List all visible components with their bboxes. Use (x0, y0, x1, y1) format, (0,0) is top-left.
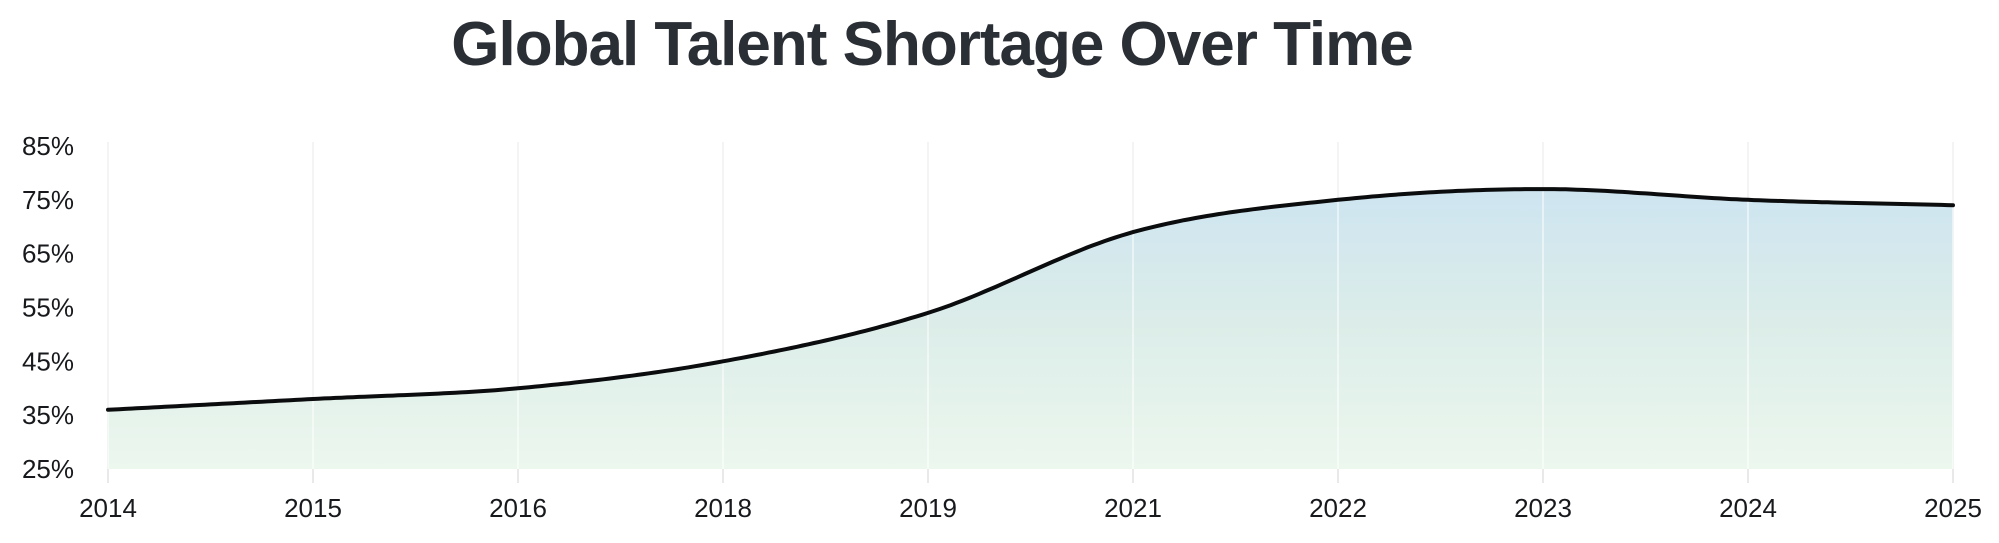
y-axis-label-75: 75% (22, 185, 74, 215)
x-axis-label-2022: 2022 (1309, 493, 1367, 523)
y-axis-label-65: 65% (22, 239, 74, 269)
x-axis-label-2021: 2021 (1104, 493, 1162, 523)
shortage-line (106, 187, 1955, 412)
x-axis-label-2015: 2015 (284, 493, 342, 523)
x-axis-label-2018: 2018 (694, 493, 752, 523)
y-axis-label-45: 45% (22, 346, 74, 376)
y-axis-label-25: 25% (22, 454, 74, 484)
x-axis-label-2016: 2016 (489, 493, 547, 523)
chart-title: Global Talent Shortage Over Time (451, 10, 1413, 79)
x-axis-label-2014: 2014 (79, 493, 137, 523)
x-axis-label-2024: 2024 (1719, 493, 1777, 523)
x-axis-label-2019: 2019 (899, 493, 957, 523)
y-axis-label-55: 55% (22, 293, 74, 323)
x-axis-label-2025: 2025 (1924, 493, 1982, 523)
x-axis-label-2023: 2023 (1514, 493, 1572, 523)
y-axis-label-35: 35% (22, 400, 74, 430)
y-axis-label-85: 85% (22, 131, 74, 161)
shortage-area-fill (108, 189, 1953, 469)
